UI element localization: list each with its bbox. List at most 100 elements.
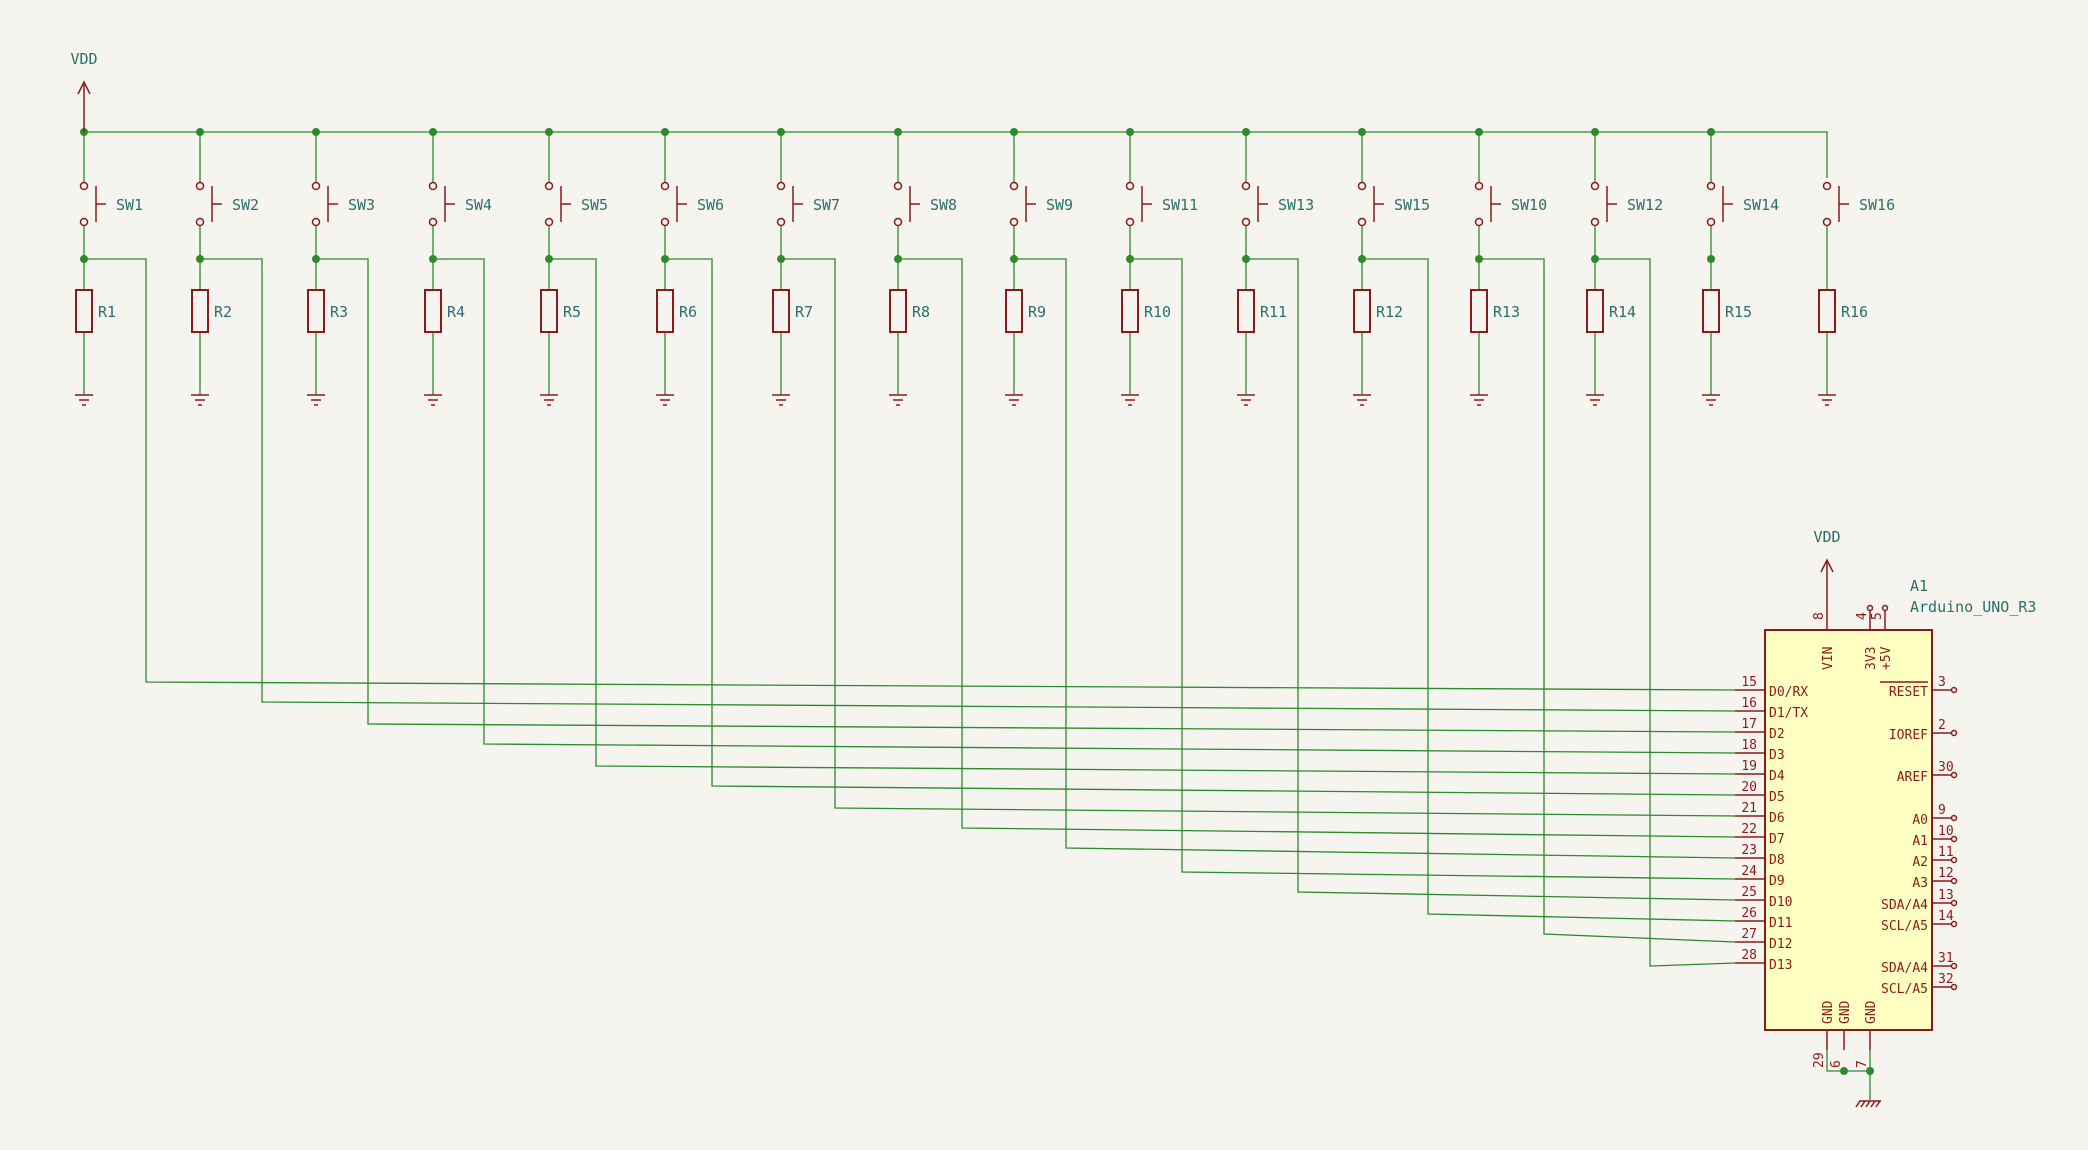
earth-ground-icon <box>1865 1100 1871 1108</box>
pin-number: 10 <box>1938 824 1954 839</box>
switch-contact <box>776 181 786 191</box>
pin-name: D8 <box>1769 853 1785 868</box>
pin-number: 18 <box>1741 738 1757 753</box>
switch-contact <box>1125 217 1135 227</box>
pin-name: SCL/A5 <box>1881 919 1928 934</box>
pin-name: SDA/A4 <box>1881 898 1928 913</box>
pin-name: D11 <box>1769 916 1792 931</box>
pin-number: 31 <box>1938 951 1954 966</box>
switch-label: SW8 <box>930 196 957 214</box>
resistor-body <box>1237 289 1255 333</box>
resistor-label: R5 <box>563 303 581 321</box>
pin-name: 3V3 <box>1864 647 1879 670</box>
signal-wire <box>84 258 1736 691</box>
resistor-body <box>307 289 325 333</box>
resistor-body <box>424 289 442 333</box>
no-connect-icon <box>1950 962 1958 970</box>
pin-name: SDA/A4 <box>1881 961 1928 976</box>
switch-contact <box>544 217 554 227</box>
pin-name: VIN <box>1821 647 1836 670</box>
resistor-label: R6 <box>679 303 697 321</box>
switch-contact <box>311 217 321 227</box>
resistor-body <box>1470 289 1488 333</box>
pin-number: 22 <box>1741 822 1757 837</box>
pin-number: 7 <box>1855 1060 1870 1068</box>
switch-label: SW13 <box>1278 196 1314 214</box>
symbols-layer <box>75 80 1958 1108</box>
signal-wire <box>1246 258 1736 901</box>
resistor-body <box>75 289 93 333</box>
switch-contact <box>1357 181 1367 191</box>
switch-label: SW1 <box>116 196 143 214</box>
resistor-body <box>1005 289 1023 333</box>
switch-contact <box>195 181 205 191</box>
switch-contact <box>544 181 554 191</box>
signal-wire <box>316 258 1736 733</box>
switch-contact <box>79 217 89 227</box>
signal-wire <box>1479 258 1736 943</box>
resistor-label: R3 <box>330 303 348 321</box>
switch-label: SW9 <box>1046 196 1073 214</box>
switch-label: SW11 <box>1162 196 1198 214</box>
vdd-rail-wire <box>84 131 1828 178</box>
signal-wire <box>665 258 1736 796</box>
pin-name: D0/RX <box>1769 685 1808 700</box>
switch-contact <box>893 217 903 227</box>
resistor-label: R8 <box>912 303 930 321</box>
switch-label: SW16 <box>1859 196 1895 214</box>
switch-label: SW10 <box>1511 196 1547 214</box>
arduino-value-label: Arduino_UNO_R3 <box>1910 598 2036 616</box>
pin-name: A3 <box>1912 876 1928 891</box>
pin-number: 27 <box>1741 927 1757 942</box>
labels-layer: VDD SW1 R1 SW2 R2 SW3 R3 SW4 R4 SW5 R5 SW6 R6 SW7 R7 SW… <box>70 50 2036 1068</box>
switch-contact <box>776 217 786 227</box>
no-connect-icon <box>1950 771 1958 779</box>
switch-contact <box>1474 217 1484 227</box>
switch-contact <box>660 217 670 227</box>
signal-wire <box>549 258 1736 775</box>
pin-number: 16 <box>1741 696 1757 711</box>
pin-number: 9 <box>1938 803 1946 818</box>
switch-contact <box>660 181 670 191</box>
switch-label: SW4 <box>465 196 492 214</box>
switch-contact <box>428 217 438 227</box>
no-connect-icon <box>1950 920 1958 928</box>
resistor-body <box>1702 289 1720 333</box>
earth-ground-icon <box>1875 1100 1881 1108</box>
earth-ground-icon <box>1870 1100 1876 1108</box>
pin-number: 25 <box>1741 885 1757 900</box>
pin-name: D5 <box>1769 790 1785 805</box>
resistor-body <box>772 289 790 333</box>
pin-name: D2 <box>1769 727 1785 742</box>
pin-name: D9 <box>1769 874 1785 889</box>
signal-wire <box>1130 258 1736 880</box>
no-connect-icon <box>1950 856 1958 864</box>
signal-wire <box>200 258 1736 712</box>
pin-name: A2 <box>1912 855 1928 870</box>
switch-label: SW14 <box>1743 196 1779 214</box>
pin-name: IOREF <box>1889 728 1928 743</box>
resistor-label: R11 <box>1260 303 1287 321</box>
pin-number: 26 <box>1741 906 1757 921</box>
pin-number: 29 <box>1812 1052 1827 1068</box>
vdd-label-2: VDD <box>1813 528 1840 546</box>
pin-number: 30 <box>1938 760 1954 775</box>
pin-number: 14 <box>1938 909 1954 924</box>
no-connect-icon <box>1881 604 1889 612</box>
switch-contact <box>1125 181 1135 191</box>
vdd-label-1: VDD <box>70 50 97 68</box>
switch-label: SW12 <box>1627 196 1663 214</box>
pin-number: 32 <box>1938 972 1954 987</box>
pin-number: 8 <box>1812 612 1827 620</box>
signal-wire <box>781 258 1736 817</box>
signal-wire <box>898 258 1736 838</box>
signal-wire <box>433 258 1736 754</box>
no-connect-icon <box>1950 899 1958 907</box>
pin-name: AREF <box>1897 770 1928 785</box>
switch-contact <box>1241 181 1251 191</box>
signal-wire <box>1362 258 1736 922</box>
pin-number: 13 <box>1938 888 1954 903</box>
resistor-label: R2 <box>214 303 232 321</box>
arduino-ref-label: A1 <box>1910 577 1928 595</box>
pin-number: 4 <box>1855 612 1870 620</box>
